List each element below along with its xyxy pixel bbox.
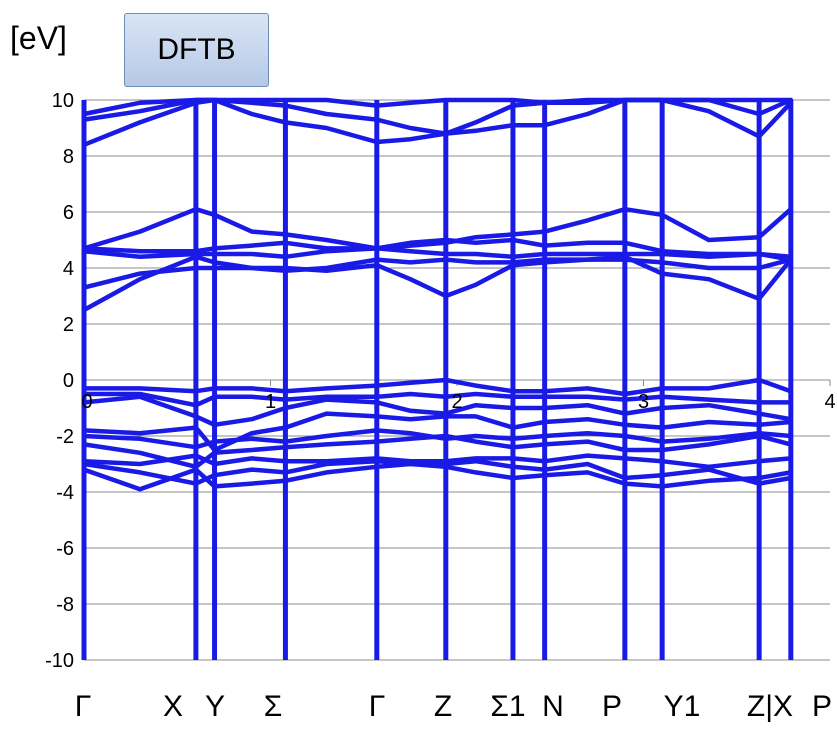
x-tick-label: 2 [451,391,462,413]
band-line-5 [81,428,794,450]
x-tick-label: 1 [265,391,276,413]
y-tick-label: -2 [56,426,74,448]
y-tick-label: -6 [56,538,74,560]
kpath-label: N [542,690,564,723]
kpath-label: P [811,690,833,723]
kpath-label: Γ [74,690,92,723]
kpath-label-row: Γ X Y Σ Γ Z Σ1 N P Y1 Z|X P [0,690,837,734]
kpath-label: X [162,690,184,723]
y-tick-label: 8 [63,146,74,168]
y-tick-label: 10 [52,90,74,112]
band-line-11 [81,257,794,290]
x-tick-labels: 0 1 2 3 4 [81,391,835,413]
energy-unit-label: [eV] [10,20,67,56]
kpath-label: Z|X [746,690,794,723]
band-line-14 [81,206,794,251]
kpath-label: Y [204,690,226,723]
kpath-label: Σ [263,690,283,723]
x-tick-label: 0 [81,391,92,413]
band-line-15 [81,97,794,148]
band-line-7 [81,394,794,428]
kpath-label: P [601,690,623,723]
y-tick-label: 0 [63,370,74,392]
y-tick-labels: -10 -8 -6 -4 -2 0 2 4 6 8 10 [45,90,74,672]
x-tick-label: 3 [638,391,649,413]
band-line-8 [81,391,794,408]
y-tick-label: -4 [56,482,74,504]
method-badge: DFTB [124,13,269,87]
plot-area [81,97,794,660]
x-tick-label: 4 [824,391,835,413]
band-line-1 [81,461,794,492]
y-tick-label: -8 [56,594,74,616]
y-tick-label: 2 [63,314,74,336]
y-tick-label: -10 [45,650,74,672]
band-line-9 [81,377,794,397]
y-tick-label: 6 [63,202,74,224]
kpath-label: Σ1 [490,690,526,723]
kpath-label: Γ [368,690,386,723]
y-tick-label: 4 [63,258,74,280]
kpath-label: Z [433,690,453,723]
kpath-label: Y1 [663,690,701,723]
